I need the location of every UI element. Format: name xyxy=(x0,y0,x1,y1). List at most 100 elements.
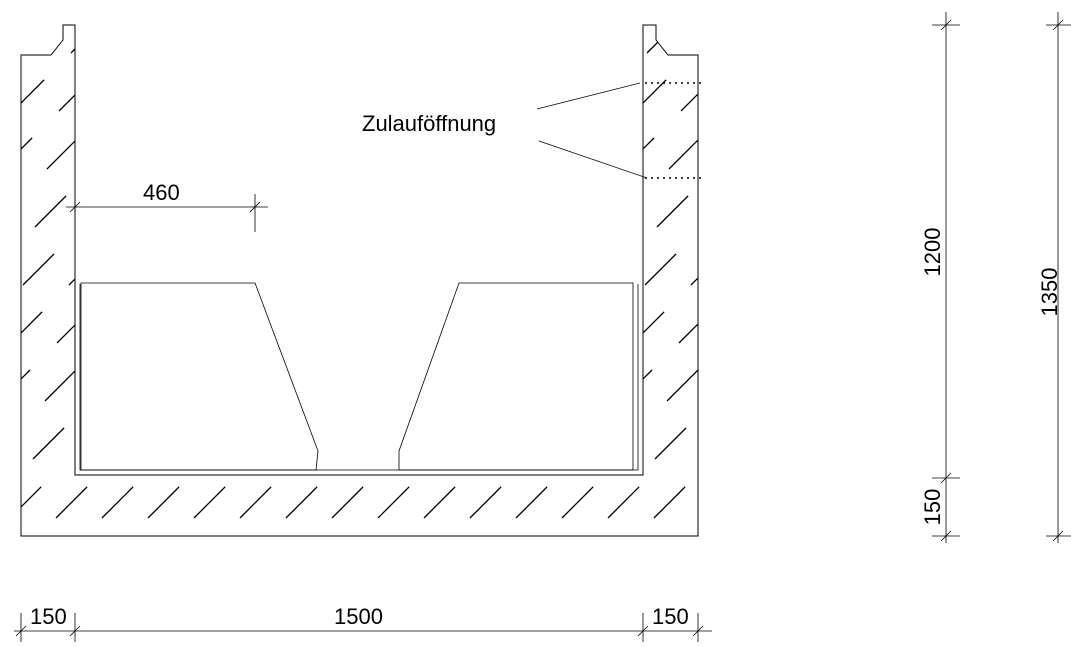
hatch-stroke xyxy=(0,486,6,517)
hatch-stroke xyxy=(609,428,640,459)
hatch-stroke xyxy=(21,486,42,508)
hatch-stroke xyxy=(320,545,351,576)
hatch-stroke xyxy=(515,486,548,519)
hatch-stroke xyxy=(504,545,535,576)
hatch-stroke xyxy=(21,79,45,112)
dimension-chain-vertical-inner: 1200 150 xyxy=(920,12,960,543)
dimension-vertical-total: 1350 xyxy=(1037,12,1071,543)
hatch-stroke xyxy=(344,429,375,460)
hatch-stroke xyxy=(469,486,502,519)
hatch-stroke xyxy=(331,486,364,519)
hatch-stroke xyxy=(90,545,121,576)
hatch-stroke xyxy=(22,253,55,286)
hatch-stroke xyxy=(55,486,88,519)
hatch-stroke xyxy=(700,487,731,518)
hatch-stroke xyxy=(274,545,305,576)
hatch-stroke xyxy=(32,427,65,460)
berm-right xyxy=(398,282,634,471)
hatch-stroke xyxy=(160,429,191,460)
hatch-stroke xyxy=(643,137,655,170)
hatch-stroke xyxy=(228,545,259,576)
wall-hatch-left xyxy=(0,22,124,517)
section-outline xyxy=(20,24,699,537)
hatch-stroke xyxy=(574,429,605,460)
dimension-base-thickness: 150 xyxy=(920,489,945,526)
hatch-stroke xyxy=(101,486,134,519)
hatch-stroke xyxy=(715,138,746,169)
hatch-stroke xyxy=(206,429,237,460)
hatch-stroke xyxy=(458,545,489,576)
hatch-stroke xyxy=(643,486,674,517)
hatch-stroke xyxy=(620,429,651,460)
hatch-stroke xyxy=(601,22,632,53)
hatch-stroke xyxy=(298,429,329,460)
hatch-stroke xyxy=(0,428,18,459)
hatch-stroke xyxy=(46,137,75,170)
hatch-stroke xyxy=(377,486,410,519)
hatch-stroke xyxy=(147,486,180,519)
hatch-stroke xyxy=(239,486,272,519)
hatch-stroke xyxy=(653,486,686,519)
hatch-stroke xyxy=(21,137,33,170)
hatch-stroke xyxy=(688,545,719,576)
hatch-stroke xyxy=(366,545,397,576)
hatch-stroke xyxy=(193,486,226,519)
hatch-stroke xyxy=(285,486,318,519)
hatch-stroke xyxy=(607,486,640,519)
hatch-stroke xyxy=(0,22,10,53)
cross-section: Zulauföffnung xyxy=(0,22,746,576)
leader-line-upper xyxy=(536,82,641,110)
base-hatch xyxy=(0,429,731,576)
hatch-stroke xyxy=(56,311,75,344)
hatch-stroke xyxy=(690,253,698,286)
hatch-stroke xyxy=(550,545,581,576)
hatch-stroke xyxy=(596,545,627,576)
wall-hatch-right xyxy=(597,22,746,517)
hatch-stroke xyxy=(668,137,698,170)
dimension-460: 460 xyxy=(66,180,268,232)
inlet-opening-label: Zulauföffnung xyxy=(362,111,496,136)
hatch-stroke xyxy=(599,254,630,285)
dimension-bottom-wall-right: 150 xyxy=(652,604,689,629)
hatch-stroke xyxy=(44,545,75,576)
hatch-stroke xyxy=(703,196,734,227)
hatch-stroke xyxy=(642,545,673,576)
hatch-stroke xyxy=(597,486,628,517)
hatch-stroke xyxy=(528,429,559,460)
hatch-stroke xyxy=(68,429,99,460)
hatch-stroke xyxy=(68,253,75,286)
hatch-stroke xyxy=(654,427,687,460)
hatch-stroke xyxy=(0,429,7,460)
hatch-stroke xyxy=(44,369,75,402)
hatch-stroke xyxy=(666,429,697,460)
hatch-stroke xyxy=(0,545,29,576)
hatch-stroke xyxy=(136,545,167,576)
hatch-stroke xyxy=(643,369,653,402)
leader-line-lower xyxy=(538,140,648,179)
hatch-stroke xyxy=(436,429,467,460)
hatch-stroke xyxy=(643,311,665,344)
hatch-stroke xyxy=(21,311,43,344)
hatch-stroke xyxy=(423,486,456,519)
hatch-stroke xyxy=(81,196,112,227)
hatch-stroke xyxy=(611,196,642,227)
dimension-inner-height: 1200 xyxy=(920,228,945,277)
hatch-stroke xyxy=(482,429,513,460)
hatch-stroke xyxy=(70,25,75,54)
hatch-stroke xyxy=(182,545,213,576)
hatch-stroke xyxy=(24,25,57,54)
hatch-stroke xyxy=(93,138,124,169)
dimension-bottom-wall-left: 150 xyxy=(30,604,67,629)
channel-liner xyxy=(79,284,639,471)
hatch-stroke xyxy=(713,370,744,401)
hatch-stroke xyxy=(561,486,594,519)
hatch-stroke xyxy=(666,369,698,402)
dimension-460-text: 460 xyxy=(143,180,180,205)
hatch-stroke xyxy=(412,545,443,576)
hatch-stroke xyxy=(689,486,720,517)
hatch-stroke xyxy=(114,429,145,460)
hatch-stroke xyxy=(692,25,698,54)
dimension-chain-bottom: 150 1500 150 xyxy=(14,604,712,642)
hatch-stroke xyxy=(91,370,122,401)
